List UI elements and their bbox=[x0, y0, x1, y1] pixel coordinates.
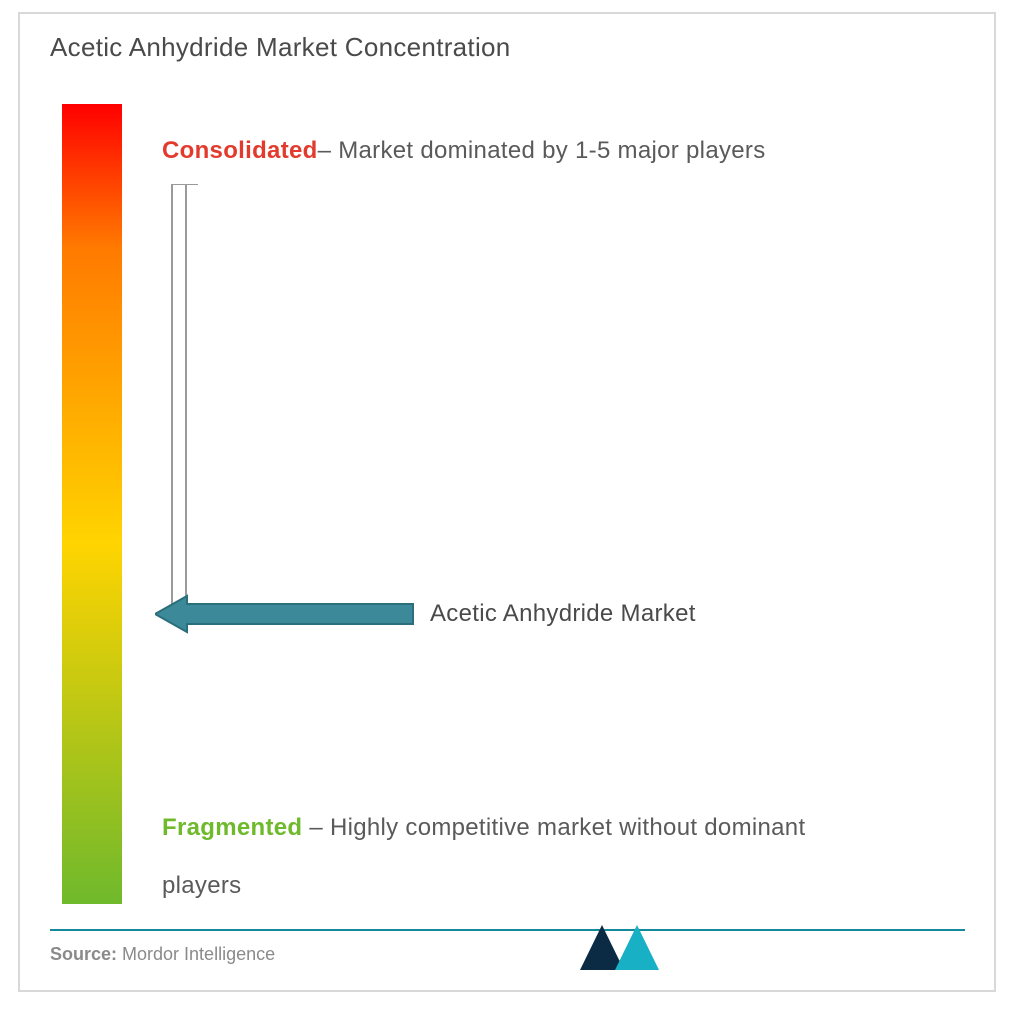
consolidated-key: Consolidated bbox=[162, 137, 318, 164]
source-text: Mordor Intelligence bbox=[117, 944, 275, 964]
logo-left-triangle bbox=[580, 925, 624, 970]
fragmented-key: Fragmented bbox=[162, 814, 302, 841]
consolidated-rest: – Market dominated by 1-5 major players bbox=[318, 137, 766, 164]
consolidated-description: Consolidated– Market dominated by 1-5 ma… bbox=[162, 122, 882, 180]
logo-right-triangle bbox=[615, 925, 659, 970]
card-frame: Acetic Anhydride Market Concentration Co… bbox=[18, 12, 996, 992]
source-attribution: Source: Mordor Intelligence bbox=[50, 944, 275, 965]
fragmented-description: Fragmented – Highly competitive market w… bbox=[162, 799, 882, 914]
arrow-shape bbox=[155, 596, 413, 632]
chart-title: Acetic Anhydride Market Concentration bbox=[50, 32, 511, 63]
concentration-gradient-bar bbox=[62, 104, 122, 904]
marker-arrow bbox=[155, 594, 415, 634]
range-bracket bbox=[168, 184, 198, 614]
source-label: Source: bbox=[50, 944, 117, 964]
marker-label: Acetic Anhydride Market bbox=[430, 600, 696, 628]
brand-logo bbox=[575, 920, 665, 975]
footer-rule bbox=[50, 929, 965, 931]
